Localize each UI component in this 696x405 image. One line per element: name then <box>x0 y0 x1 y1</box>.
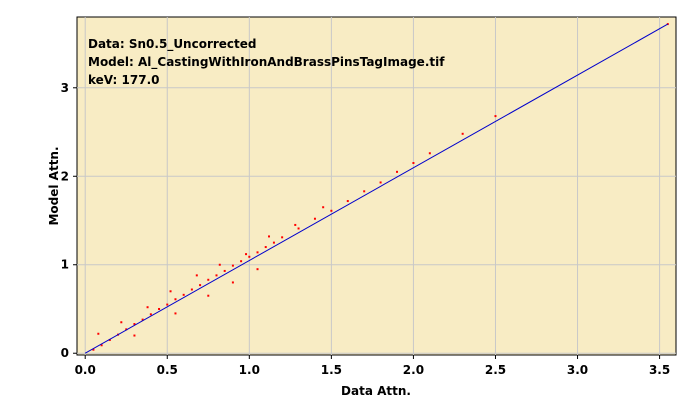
data-point <box>428 152 431 155</box>
data-point <box>92 348 95 351</box>
fit-line-layer <box>84 23 669 354</box>
data-point <box>412 161 415 164</box>
data-point <box>97 332 100 335</box>
data-point <box>174 312 177 315</box>
data-point <box>108 338 111 341</box>
data-point <box>264 246 267 249</box>
data-point <box>272 241 275 244</box>
data-point <box>245 253 248 256</box>
data-point <box>146 306 149 309</box>
x-axis-label: Data Attn. <box>341 384 411 398</box>
data-point <box>100 344 103 347</box>
y-tick-label: 3 <box>61 81 69 95</box>
data-point <box>322 206 325 209</box>
data-point <box>396 170 399 173</box>
y-axis-label: Model Attn. <box>47 146 61 225</box>
data-point <box>379 181 382 184</box>
data-point <box>268 235 271 238</box>
data-point <box>195 274 198 277</box>
data-point <box>215 274 218 277</box>
y-tick-label: 1 <box>61 258 69 272</box>
data-point <box>166 303 169 306</box>
data-point <box>120 321 123 324</box>
x-tick-label: 3.5 <box>649 363 670 377</box>
data-point <box>133 334 136 337</box>
x-tick-label: 1.0 <box>239 363 260 377</box>
data-point <box>294 223 297 226</box>
annotation-kev: keV: 177.0 <box>88 73 159 87</box>
plot-area <box>76 16 677 356</box>
x-tick-label: 0.0 <box>75 363 96 377</box>
data-point <box>158 307 161 310</box>
data-point <box>256 251 259 254</box>
y-tick-label: 2 <box>61 169 69 183</box>
data-point <box>240 260 243 263</box>
data-point <box>346 200 349 203</box>
data-point <box>313 217 316 220</box>
data-point <box>174 298 177 301</box>
data-point <box>169 290 172 293</box>
y-ticks: 0 1 2 3 <box>61 81 77 360</box>
data-point <box>231 264 234 267</box>
grid <box>77 17 676 355</box>
data-point <box>199 284 202 287</box>
data-point <box>297 227 300 230</box>
x-tick-label: 1.5 <box>321 363 342 377</box>
x-tick-label: 3.0 <box>567 363 588 377</box>
data-point <box>133 323 136 326</box>
data-point <box>125 328 128 331</box>
data-point <box>149 313 152 316</box>
data-point <box>461 132 464 135</box>
data-point <box>281 236 284 239</box>
data-point <box>330 209 333 212</box>
data-point <box>141 318 144 321</box>
x-tick-label: 2.5 <box>485 363 506 377</box>
data-point <box>256 268 259 271</box>
data-point <box>218 263 221 266</box>
data-point <box>363 190 366 193</box>
data-point <box>207 278 210 281</box>
x-tick-label: 0.5 <box>157 363 178 377</box>
annotation-model: Model: Al_CastingWithIronAndBrassPinsTag… <box>88 55 445 70</box>
data-point <box>231 281 234 284</box>
data-point <box>223 269 226 272</box>
fit-line <box>84 23 669 354</box>
data-point <box>248 255 251 258</box>
x-ticks: 0.0 0.5 1.0 1.5 2.0 2.5 3.0 3.5 <box>75 355 670 377</box>
x-tick-label: 2.0 <box>403 363 424 377</box>
y-tick-label: 0 <box>61 346 69 360</box>
data-point <box>494 115 497 118</box>
data-point <box>207 294 210 297</box>
annotation-data: Data: Sn0.5_Uncorrected <box>88 37 257 52</box>
data-point <box>190 288 193 291</box>
data-point <box>182 293 185 296</box>
data-point <box>666 23 669 26</box>
